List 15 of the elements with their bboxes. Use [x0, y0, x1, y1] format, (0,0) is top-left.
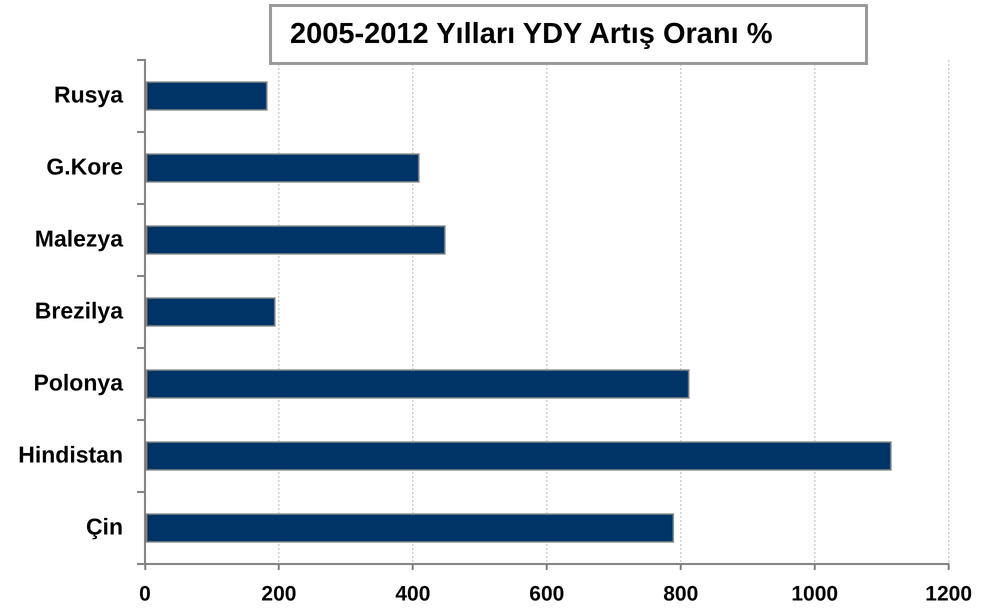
y-tick-label: Brezilya — [34, 297, 124, 324]
x-tick-label: 200 — [261, 582, 296, 606]
y-tick-label: Çin — [86, 513, 123, 540]
x-tick-label: 400 — [395, 582, 430, 606]
x-tick-label: 0 — [139, 582, 151, 606]
x-tick-label: 600 — [529, 582, 564, 606]
y-tick-label: Hindistan — [18, 441, 123, 468]
x-tick-label: 1000 — [791, 582, 838, 606]
x-tick-label: 800 — [663, 582, 698, 606]
y-tick-label: Malezya — [34, 225, 124, 252]
chart-title: 2005-2012 Yılları YDY Artış Oranı % — [290, 17, 773, 52]
y-tick-label: Polonya — [34, 369, 124, 396]
y-tick-label: G.Kore — [46, 153, 123, 180]
x-tick-label: 1200 — [925, 582, 972, 606]
y-tick-label: Rusya — [54, 81, 124, 108]
